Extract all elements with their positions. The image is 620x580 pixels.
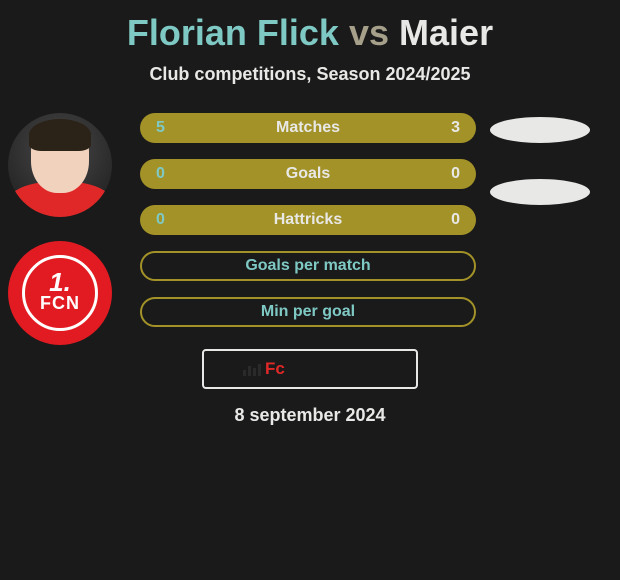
stat-label: Min per goal xyxy=(202,303,414,321)
stat-row-gpm: Goals per match xyxy=(140,251,476,281)
stat-label: Goals per match xyxy=(202,257,414,275)
subtitle: Club competitions, Season 2024/2025 xyxy=(0,64,620,85)
stat-left: 0 xyxy=(140,165,200,183)
vs-label: vs xyxy=(349,12,389,53)
snapshot-date: 8 september 2024 xyxy=(0,405,620,426)
club-badge-top: 1. xyxy=(49,272,71,293)
content-area: 1. FCN 5 Matches 3 0 Goals 0 0 Hattricks… xyxy=(0,113,620,327)
player1-avatar xyxy=(8,113,112,217)
stat-left: 0 xyxy=(140,211,200,229)
source-badge: FcTables.com xyxy=(202,349,418,389)
stat-row-matches: 5 Matches 3 xyxy=(140,113,476,143)
stat-label: Goals xyxy=(200,165,416,183)
club-badge: 1. FCN xyxy=(8,241,112,345)
stat-row-goals: 0 Goals 0 xyxy=(140,159,476,189)
comparison-infographic: Florian Flick vs Maier Club competitions… xyxy=(0,0,620,580)
brand-suffix: Tables.com xyxy=(285,359,377,378)
stat-right: 0 xyxy=(416,211,476,229)
stat-row-mpg: Min per goal xyxy=(140,297,476,327)
bar-chart-icon xyxy=(243,362,261,376)
stat-rows: 5 Matches 3 0 Goals 0 0 Hattricks 0 Goal… xyxy=(140,113,476,327)
avatar-column: 1. FCN xyxy=(8,113,112,345)
ratio-ellipse xyxy=(490,117,590,143)
ratio-ellipses xyxy=(490,113,590,205)
brand-prefix: Fc xyxy=(265,359,285,378)
stat-label: Matches xyxy=(200,119,416,137)
stat-right: 3 xyxy=(416,119,476,137)
stat-left: 5 xyxy=(140,119,200,137)
stat-row-hattricks: 0 Hattricks 0 xyxy=(140,205,476,235)
page-title: Florian Flick vs Maier xyxy=(0,0,620,54)
club-badge-bottom: FCN xyxy=(40,293,80,314)
stat-right: 0 xyxy=(416,165,476,183)
player1-name: Florian Flick xyxy=(127,12,339,53)
stat-label: Hattricks xyxy=(200,211,416,229)
player2-name: Maier xyxy=(399,12,493,53)
ratio-ellipse xyxy=(490,179,590,205)
